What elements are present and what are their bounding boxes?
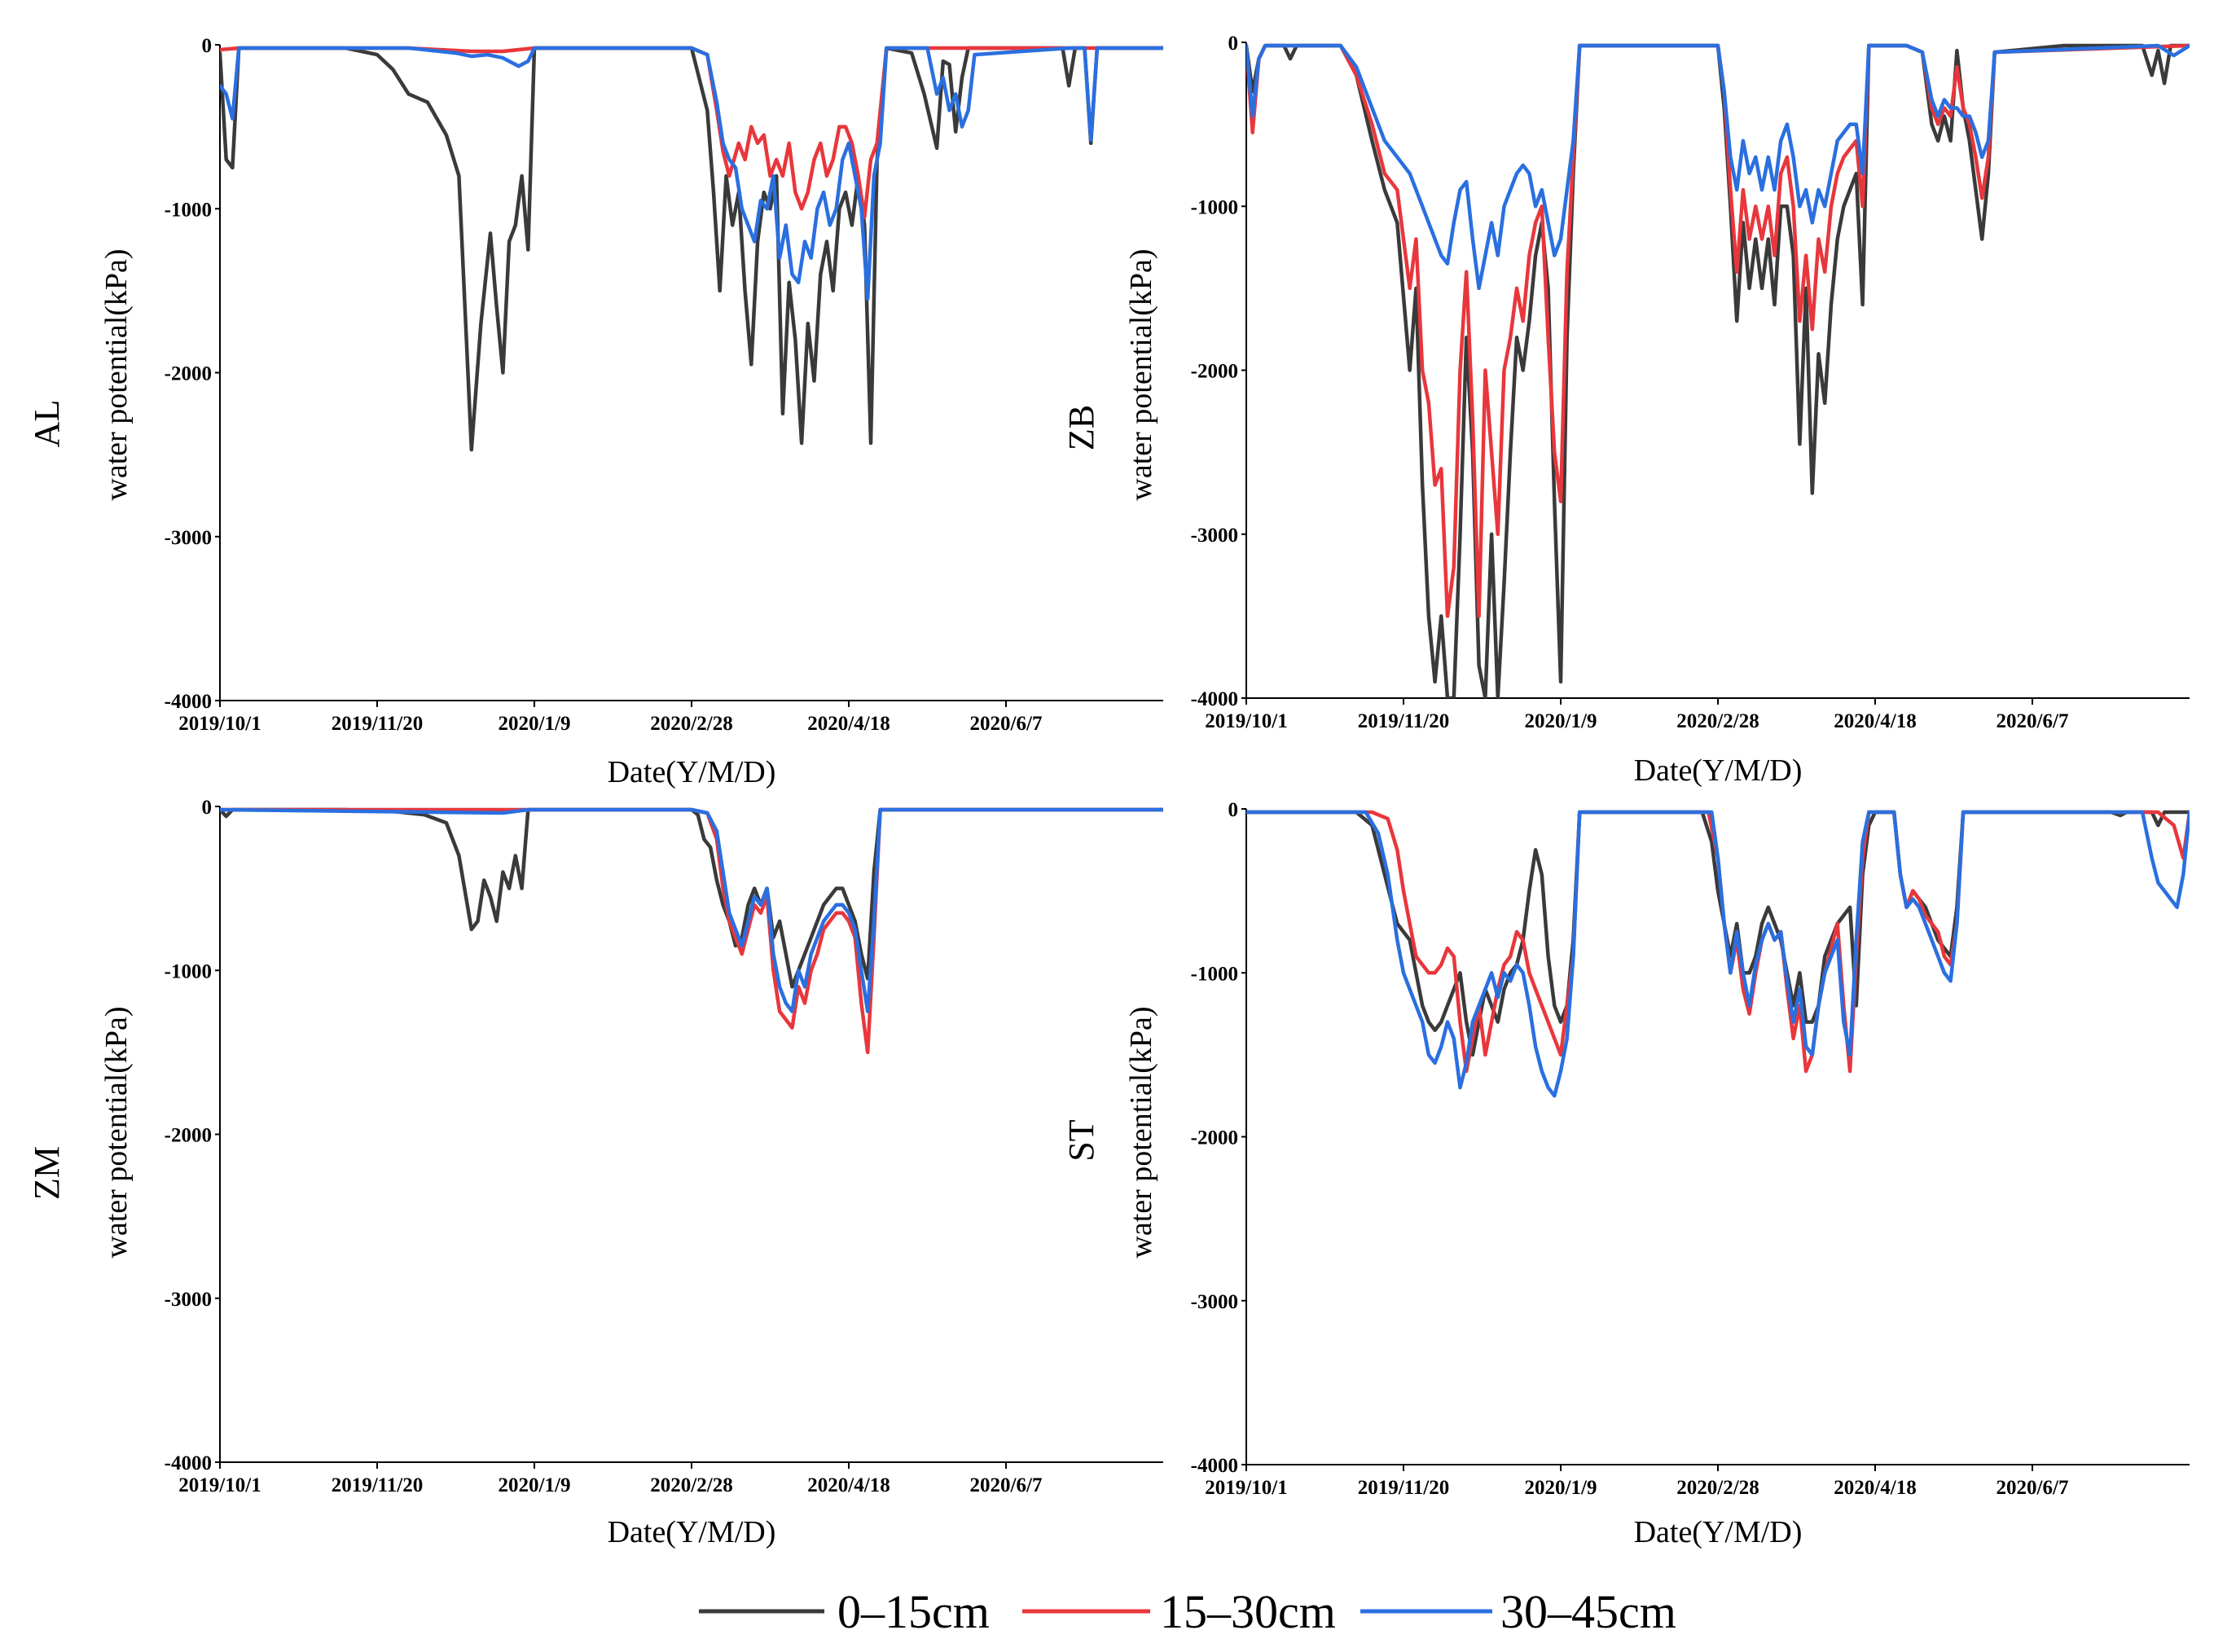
x-tick-label: 2020/1/9 — [499, 713, 571, 735]
y-tick-label: -2000 — [165, 363, 212, 385]
x-tick-label: 2019/10/1 — [1205, 1477, 1287, 1499]
x-tick-label: 2020/6/7 — [1997, 1477, 2069, 1499]
y-tick-label: -3000 — [1191, 525, 1238, 547]
y-tick-label: -3000 — [1191, 1291, 1238, 1313]
x-tick-label: 2020/6/7 — [970, 1474, 1043, 1496]
series-line-1 — [220, 46, 1163, 452]
y-tick-label: -1000 — [165, 960, 212, 982]
x-tick-label: 2020/2/28 — [650, 1474, 732, 1496]
y-axis-title: water potential(kPa) — [1124, 1006, 1158, 1258]
x-tick-label: 2020/1/9 — [1525, 710, 1597, 732]
legend-label: 0–15cm — [837, 1585, 990, 1638]
x-tick-label: 2020/1/9 — [499, 1474, 571, 1496]
y-tick-label: -1000 — [1191, 963, 1238, 985]
y-tick-label: -4000 — [165, 1452, 212, 1474]
legend-label: 15–30cm — [1160, 1585, 1336, 1638]
series-line-1 — [220, 807, 1163, 989]
x-tick-label: 2020/2/28 — [650, 713, 732, 735]
y-tick-label: -4000 — [165, 691, 212, 713]
x-tick-label: 2020/4/18 — [807, 713, 890, 735]
x-tick-label: 2020/6/7 — [1997, 710, 2069, 732]
x-tick-label: 2020/4/18 — [1834, 710, 1916, 732]
x-tick-label: 2019/10/1 — [178, 1474, 261, 1496]
series-line-3 — [220, 46, 1163, 301]
x-tick-label: 2019/11/20 — [1358, 710, 1450, 732]
x-tick-label: 2020/1/9 — [1525, 1477, 1597, 1499]
y-tick-label: -3000 — [165, 1289, 212, 1311]
y-tick-label: -3000 — [165, 527, 212, 549]
x-tick-label: 2020/6/7 — [970, 713, 1043, 735]
series-line-2 — [1246, 43, 2190, 618]
y-tick-label: -1000 — [1191, 196, 1238, 218]
y-tick-label: -4000 — [1191, 1455, 1238, 1477]
legend: 0–15cm 15–30cm 30–45cm — [699, 1585, 1676, 1638]
x-tick-label: 2019/10/1 — [178, 713, 261, 735]
series-line-1 — [1246, 810, 2190, 1057]
x-tick-label: 2020/2/28 — [1676, 710, 1759, 732]
series-line-2 — [220, 46, 1163, 219]
series-line-3 — [1246, 43, 2190, 291]
x-axis-title: Date(Y/M/D) — [1634, 1515, 1803, 1549]
series-group — [220, 807, 1163, 1055]
y-tick-label: -2000 — [1191, 361, 1238, 383]
y-tick-label: 0 — [1228, 799, 1239, 821]
y-tick-label: -4000 — [1191, 688, 1238, 710]
x-tick-label: 2019/11/20 — [332, 713, 424, 735]
series-group — [1246, 810, 2190, 1098]
panel-label: AL — [27, 400, 67, 448]
x-axis-title: Date(Y/M/D) — [608, 1515, 776, 1549]
panel-label: ZB — [1061, 405, 1101, 450]
legend-label: 30–45cm — [1500, 1585, 1676, 1638]
series-line-2 — [220, 807, 1163, 1055]
x-tick-label: 2019/11/20 — [1358, 1477, 1450, 1499]
y-tick-label: 0 — [202, 797, 213, 819]
y-tick-label: -1000 — [165, 199, 212, 221]
panel-label: ST — [1061, 1119, 1101, 1161]
y-tick-label: -2000 — [165, 1125, 212, 1147]
series-line-3 — [220, 807, 1163, 1013]
x-tick-label: 2020/2/28 — [1676, 1477, 1759, 1499]
x-tick-label: 2020/4/18 — [807, 1474, 890, 1496]
x-tick-label: 2019/10/1 — [1205, 710, 1287, 732]
series-line-3 — [1246, 810, 2190, 1098]
series-group — [1246, 43, 2190, 698]
x-axis-title: Date(Y/M/D) — [608, 755, 776, 789]
x-axis-title: Date(Y/M/D) — [1634, 754, 1803, 788]
x-tick-label: 2020/4/18 — [1834, 1477, 1916, 1499]
panel-label: ZM — [27, 1146, 67, 1200]
y-axis-title: water potential(kPa) — [99, 1006, 134, 1258]
x-tick-label: 2019/11/20 — [332, 1474, 424, 1496]
y-tick-label: 0 — [202, 35, 213, 57]
series-group — [220, 46, 1163, 452]
y-axis-title: water potential(kPa) — [99, 248, 134, 500]
y-tick-label: 0 — [1228, 33, 1239, 55]
y-axis-title: water potential(kPa) — [1124, 248, 1158, 500]
y-tick-label: -2000 — [1191, 1127, 1238, 1149]
